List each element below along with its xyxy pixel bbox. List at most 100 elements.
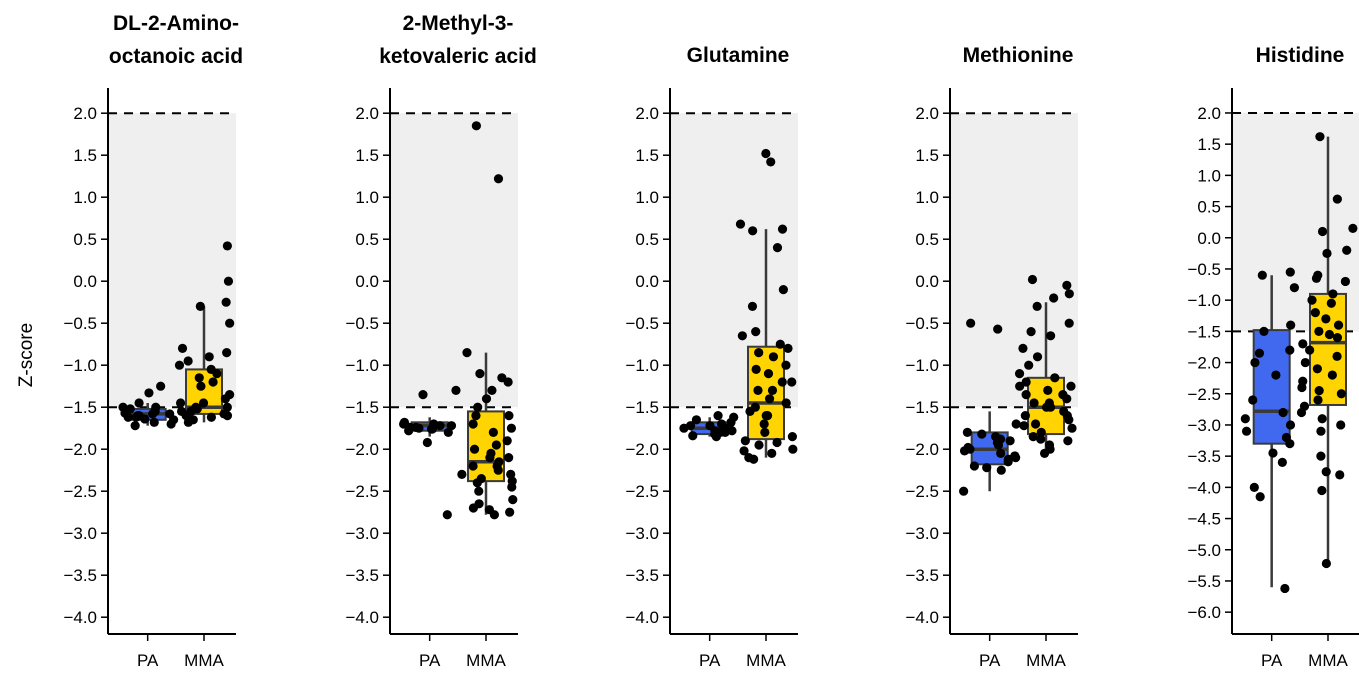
data-point — [775, 339, 785, 349]
data-point — [222, 348, 232, 358]
data-point — [788, 444, 798, 454]
y-tick-label: 0.0 — [635, 272, 659, 291]
y-tick-label: −4.5 — [1187, 510, 1221, 529]
data-point — [1240, 414, 1250, 424]
y-tick-label: −3.5 — [345, 566, 379, 585]
data-point — [1021, 377, 1031, 387]
data-point — [1248, 395, 1258, 405]
data-point — [451, 385, 461, 395]
data-point — [754, 348, 764, 358]
data-point — [1043, 385, 1053, 395]
data-point — [1064, 318, 1074, 328]
data-point — [473, 402, 483, 412]
y-tick-label: −3.0 — [1187, 416, 1221, 435]
data-point — [1036, 427, 1046, 437]
data-point — [1277, 457, 1287, 467]
y-tick-label: 2.0 — [73, 104, 97, 123]
data-point — [1317, 414, 1327, 424]
y-tick-label: 0.5 — [1197, 198, 1221, 217]
data-point — [1249, 482, 1259, 492]
data-point — [766, 157, 776, 167]
data-point — [1011, 419, 1021, 429]
data-point — [1326, 298, 1336, 308]
y-tick-label: −0.5 — [905, 314, 939, 333]
data-point — [1336, 420, 1346, 430]
data-point — [468, 461, 478, 471]
data-point — [1332, 194, 1342, 204]
data-point — [1254, 348, 1265, 358]
data-point — [745, 406, 755, 416]
y-tick-label: 2.0 — [915, 104, 939, 123]
y-tick-label: −1.0 — [625, 356, 659, 375]
y-tick-label: 1.0 — [635, 188, 659, 207]
data-point — [1322, 248, 1332, 258]
data-point — [1064, 289, 1074, 299]
data-point — [777, 224, 788, 234]
data-point — [713, 411, 723, 421]
data-point — [442, 510, 452, 520]
x-tick-label: MMA — [1308, 651, 1348, 670]
y-tick-label: −1.0 — [63, 356, 97, 375]
y-tick-label: 1.0 — [355, 188, 379, 207]
x-tick-label: MMA — [466, 651, 506, 670]
data-point — [1333, 320, 1344, 330]
data-point — [726, 417, 736, 427]
data-point — [220, 394, 231, 404]
data-point — [1312, 364, 1322, 374]
data-point — [740, 436, 750, 446]
data-point — [221, 297, 231, 307]
data-point — [1340, 276, 1351, 287]
data-point — [481, 394, 492, 404]
y-tick-label: −2.0 — [1187, 354, 1221, 373]
data-point — [468, 419, 478, 429]
data-point — [506, 469, 516, 479]
y-tick-label: −3.5 — [1187, 447, 1221, 466]
x-tick-label: PA — [137, 651, 159, 670]
data-point — [1307, 295, 1317, 305]
data-point — [212, 369, 222, 379]
data-point — [1300, 357, 1310, 368]
y-tick-label: 1.0 — [73, 188, 97, 207]
data-point — [206, 412, 216, 422]
y-tick-label: −2.0 — [345, 440, 379, 459]
y-tick-label: 1.0 — [915, 188, 939, 207]
data-point — [196, 381, 206, 391]
data-point — [186, 406, 196, 416]
data-point — [504, 453, 514, 463]
data-point — [468, 503, 479, 513]
data-point — [1296, 407, 1307, 418]
data-point — [1286, 320, 1296, 330]
data-point — [1321, 314, 1331, 324]
y-tick-label: −3.0 — [625, 524, 659, 543]
y-tick-label: −0.5 — [1187, 260, 1221, 279]
y-tick-label: −3.5 — [625, 566, 659, 585]
data-point — [959, 486, 969, 496]
panel-title-line: ketovaleric acid — [379, 45, 537, 68]
data-point — [1058, 390, 1068, 400]
data-point — [491, 440, 501, 450]
data-point — [764, 394, 775, 404]
y-tick-label: 0.5 — [635, 230, 659, 249]
data-point — [1014, 369, 1025, 379]
data-point — [759, 419, 769, 429]
data-point — [1280, 583, 1290, 594]
y-tick-label: −4.0 — [905, 608, 939, 627]
data-point — [194, 373, 204, 383]
data-point — [208, 377, 218, 387]
data-point — [749, 454, 759, 464]
data-point — [962, 427, 972, 437]
data-point — [1005, 436, 1015, 446]
data-point — [418, 390, 428, 400]
data-point — [778, 285, 788, 295]
y-tick-label: 0.0 — [355, 272, 379, 291]
data-point — [1003, 454, 1013, 464]
data-point — [198, 398, 209, 408]
data-point — [134, 398, 144, 408]
data-point — [768, 352, 779, 362]
data-point — [1285, 420, 1296, 430]
data-point — [166, 419, 176, 429]
data-point — [1316, 451, 1326, 461]
y-tick-label: −1.5 — [1187, 322, 1221, 341]
data-point — [751, 364, 761, 374]
data-point — [787, 377, 797, 387]
